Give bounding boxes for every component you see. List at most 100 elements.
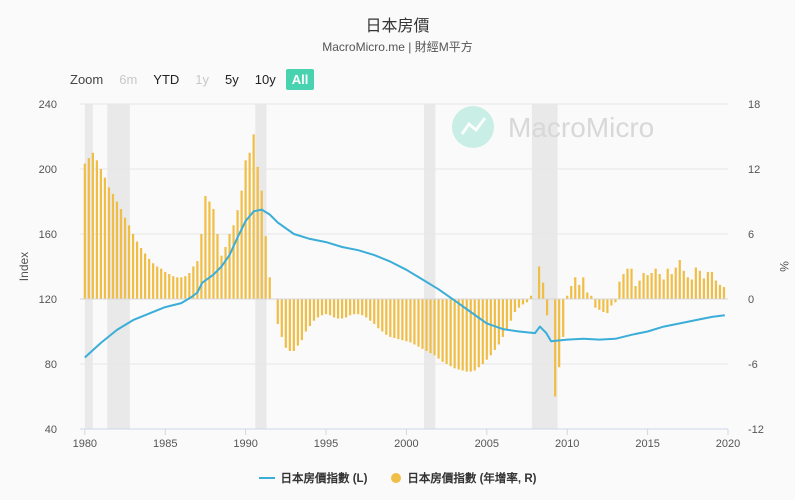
bar-mark[interactable] xyxy=(630,268,633,299)
bar-mark[interactable] xyxy=(288,299,291,351)
bar-mark[interactable] xyxy=(361,299,364,316)
bar-mark[interactable] xyxy=(650,273,653,299)
bar-mark[interactable] xyxy=(148,258,151,299)
bar-mark[interactable] xyxy=(646,275,649,299)
bar-mark[interactable] xyxy=(156,266,159,300)
bar-mark[interactable] xyxy=(718,284,722,299)
bar-mark[interactable] xyxy=(558,299,561,368)
zoom-5y-button[interactable]: 5y xyxy=(225,71,239,87)
bar-mark[interactable] xyxy=(95,160,98,299)
bar-mark[interactable] xyxy=(690,279,693,300)
bar-mark[interactable] xyxy=(320,299,324,316)
bar-mark[interactable] xyxy=(626,268,629,299)
bar-mark[interactable] xyxy=(698,270,701,299)
bar-mark[interactable] xyxy=(489,299,492,356)
bar-mark[interactable] xyxy=(284,299,287,348)
bar-mark[interactable] xyxy=(103,177,107,299)
bar-mark[interactable] xyxy=(248,152,251,299)
bar-mark[interactable] xyxy=(200,234,203,299)
bar-mark[interactable] xyxy=(678,260,681,299)
bar-mark[interactable] xyxy=(349,299,352,316)
bar-mark[interactable] xyxy=(353,299,356,315)
bar-mark[interactable] xyxy=(308,299,312,327)
bar-mark[interactable] xyxy=(469,299,472,372)
zoom-1y-button[interactable]: 1y xyxy=(195,71,210,87)
bar-mark[interactable] xyxy=(537,266,541,300)
bar-mark[interactable] xyxy=(642,273,645,299)
bar-mark[interactable] xyxy=(666,268,669,299)
bar-mark[interactable] xyxy=(694,267,697,299)
bar-mark[interactable] xyxy=(441,299,444,362)
bar-mark[interactable] xyxy=(706,271,710,299)
bar-mark[interactable] xyxy=(570,286,573,299)
bar-mark[interactable] xyxy=(268,277,271,299)
bar-mark[interactable] xyxy=(614,299,617,303)
bar-mark[interactable] xyxy=(658,274,661,299)
bar-mark[interactable] xyxy=(252,134,255,299)
bar-mark[interactable] xyxy=(413,299,416,345)
bar-mark[interactable] xyxy=(702,278,705,299)
bar-mark[interactable] xyxy=(256,166,259,299)
bar-mark[interactable] xyxy=(417,299,420,347)
bar-mark[interactable] xyxy=(409,299,412,343)
bar-mark[interactable] xyxy=(622,274,625,299)
bar-mark[interactable] xyxy=(164,271,167,299)
bar-mark[interactable] xyxy=(429,299,432,354)
bar-mark[interactable] xyxy=(336,299,340,319)
bar-mark[interactable] xyxy=(485,299,488,360)
bar-mark[interactable] xyxy=(562,299,565,337)
bar-mark[interactable] xyxy=(389,299,392,337)
bar-mark[interactable] xyxy=(340,299,344,319)
bar-mark[interactable] xyxy=(204,196,207,299)
bar-mark[interactable] xyxy=(228,234,231,299)
legend-item-line[interactable]: 日本房價指數 (L) xyxy=(258,470,367,486)
bar-mark[interactable] xyxy=(509,299,513,321)
bar-mark[interactable] xyxy=(401,299,404,341)
bar-mark[interactable] xyxy=(405,299,408,342)
bar-mark[interactable] xyxy=(638,280,641,299)
bar-mark[interactable] xyxy=(119,209,123,299)
bar-mark[interactable] xyxy=(505,299,509,330)
bar-mark[interactable] xyxy=(172,276,175,299)
bar-mark[interactable] xyxy=(304,299,308,332)
bar-mark[interactable] xyxy=(449,299,452,367)
bar-mark[interactable] xyxy=(111,193,115,299)
bar-mark[interactable] xyxy=(670,274,673,299)
bar-mark[interactable] xyxy=(381,299,384,332)
bar-mark[interactable] xyxy=(710,271,714,299)
bar-mark[interactable] xyxy=(99,169,103,299)
bar-mark[interactable] xyxy=(546,299,549,316)
bar-mark[interactable] xyxy=(481,299,484,364)
bar-mark[interactable] xyxy=(377,299,380,329)
bar-mark[interactable] xyxy=(493,299,496,350)
bar-mark[interactable] xyxy=(300,299,303,341)
bar-mark[interactable] xyxy=(224,247,227,299)
bar-mark[interactable] xyxy=(714,280,718,299)
bar-mark[interactable] xyxy=(296,299,299,346)
bar-mark[interactable] xyxy=(385,299,388,335)
bar-mark[interactable] xyxy=(393,299,396,338)
bar-mark[interactable] xyxy=(586,292,589,300)
zoom-ytd-button[interactable]: YTD xyxy=(153,71,180,87)
bar-mark[interactable] xyxy=(598,299,601,310)
bar-mark[interactable] xyxy=(135,241,139,299)
bar-mark[interactable] xyxy=(578,284,581,299)
bar-mark[interactable] xyxy=(501,299,504,337)
bar-mark[interactable] xyxy=(276,299,279,324)
bar-mark[interactable] xyxy=(332,299,336,318)
bar-mark[interactable] xyxy=(244,160,247,299)
bar-mark[interactable] xyxy=(517,299,521,308)
bar-mark[interactable] xyxy=(232,225,235,299)
bar-mark[interactable] xyxy=(236,210,239,299)
bar-mark[interactable] xyxy=(594,299,597,308)
bar-mark[interactable] xyxy=(433,299,436,356)
bar-mark[interactable] xyxy=(606,299,609,314)
bar-mark[interactable] xyxy=(662,279,665,300)
bar-mark[interactable] xyxy=(260,190,263,299)
bar-mark[interactable] xyxy=(425,299,428,351)
bar-mark[interactable] xyxy=(220,255,223,299)
bar-mark[interactable] xyxy=(365,299,368,318)
bar-mark[interactable] xyxy=(83,163,86,299)
bar-mark[interactable] xyxy=(566,295,569,299)
bar-mark[interactable] xyxy=(554,299,557,397)
